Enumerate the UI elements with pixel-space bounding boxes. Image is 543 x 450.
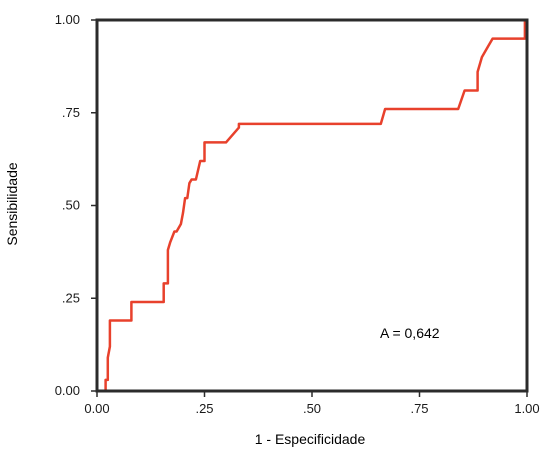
- x-tick-label: .75: [410, 401, 428, 416]
- y-tick-label: 1.00: [55, 12, 80, 27]
- x-tick-label: 1.00: [514, 401, 539, 416]
- y-tick-label: .25: [62, 290, 80, 305]
- plot-frame: [95, 18, 529, 393]
- x-axis-title: 1 - Especificidade: [255, 431, 366, 447]
- x-tick-label: .50: [303, 401, 321, 416]
- series-layer: [104, 18, 527, 391]
- area-under-curve-label: A = 0,642: [380, 325, 440, 341]
- y-axis-title: Sensibilidade: [4, 162, 20, 245]
- y-axis-ticks: 0.00 .25 .50 .75 1.00: [55, 12, 97, 398]
- y-tick-label: .75: [62, 105, 80, 120]
- x-axis-ticks: 0.00 .25 .50 .75 1.00: [84, 391, 540, 416]
- roc-curve-line: [104, 18, 527, 391]
- y-tick-label: 0.00: [55, 383, 80, 398]
- y-tick-label: .50: [62, 198, 80, 213]
- x-tick-label: 0.00: [84, 401, 109, 416]
- x-tick-label: .25: [195, 401, 213, 416]
